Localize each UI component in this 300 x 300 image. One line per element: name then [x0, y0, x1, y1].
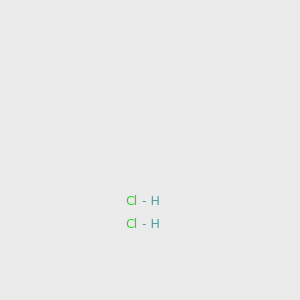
Text: - H: - H: [138, 218, 160, 231]
Text: Cl: Cl: [125, 195, 137, 208]
Text: Cl: Cl: [125, 218, 137, 231]
Text: - H: - H: [138, 195, 160, 208]
